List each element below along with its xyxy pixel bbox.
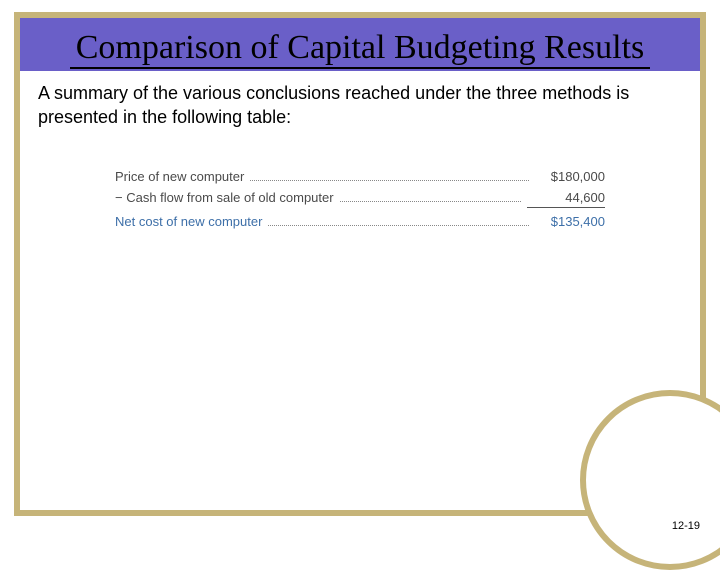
row-label: − Cash flow from sale of old computer bbox=[115, 190, 334, 205]
rule-line bbox=[527, 207, 605, 208]
slide-frame: Comparison of Capital Budgeting Results … bbox=[14, 12, 706, 516]
body-area: A summary of the various conclusions rea… bbox=[20, 71, 700, 232]
title-bar: Comparison of Capital Budgeting Results bbox=[20, 18, 700, 71]
net-value: $135,400 bbox=[535, 214, 605, 229]
value-column: 44,600 bbox=[527, 190, 605, 208]
corner-arc-decoration bbox=[580, 390, 720, 570]
row-value: 44,600 bbox=[535, 190, 605, 205]
table-row: Price of new computer $180,000 bbox=[115, 166, 605, 187]
table-net-row: Net cost of new computer $135,400 bbox=[115, 211, 605, 232]
cost-table: Price of new computer $180,000 − Cash fl… bbox=[115, 166, 605, 232]
net-label: Net cost of new computer bbox=[115, 214, 262, 229]
leader-dots bbox=[250, 170, 529, 180]
row-label: Price of new computer bbox=[115, 169, 244, 184]
page-number: 12-19 bbox=[672, 520, 700, 532]
summary-paragraph: A summary of the various conclusions rea… bbox=[38, 81, 682, 130]
slide-title: Comparison of Capital Budgeting Results bbox=[70, 28, 651, 69]
row-value: $180,000 bbox=[535, 169, 605, 184]
leader-dots bbox=[268, 215, 529, 225]
leader-dots bbox=[340, 191, 521, 201]
table-row: − Cash flow from sale of old computer 44… bbox=[115, 187, 605, 211]
